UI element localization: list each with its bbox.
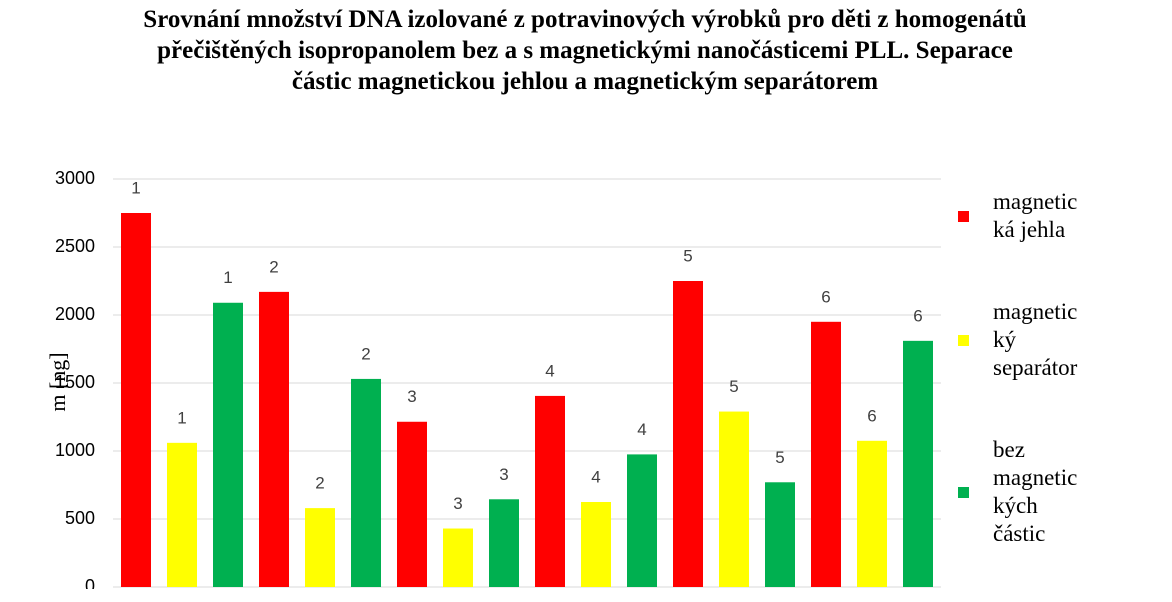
bar xyxy=(121,213,151,587)
data-label: 6 xyxy=(821,287,830,306)
legend-item: magnetický separátor xyxy=(958,298,1158,382)
bar xyxy=(857,440,887,587)
legend: magnetická jehla magnetický separátor bez … xyxy=(958,188,1158,602)
bar xyxy=(765,482,795,587)
data-label: 1 xyxy=(223,268,232,287)
bar xyxy=(443,528,473,587)
y-tick-label: 0 xyxy=(85,576,95,589)
legend-label: magnetická jehla xyxy=(993,189,1078,242)
data-label: 5 xyxy=(683,246,692,265)
data-label: 4 xyxy=(591,467,600,486)
chart-title: Srovnání množství DNA izolované z potrav… xyxy=(143,6,1027,95)
bar xyxy=(351,378,381,587)
y-tick-label: 1000 xyxy=(55,440,95,460)
bar xyxy=(213,302,243,587)
data-label: 2 xyxy=(361,344,370,363)
legend-label: magnetický separátor xyxy=(993,299,1078,380)
data-label: 5 xyxy=(775,448,784,467)
y-tick-label: 2500 xyxy=(55,236,95,256)
legend-swatch xyxy=(958,210,969,222)
bar xyxy=(903,340,933,587)
bar xyxy=(167,442,197,587)
data-label: 3 xyxy=(407,387,416,406)
data-label: 5 xyxy=(729,377,738,396)
bar xyxy=(535,395,565,587)
y-axis-label: m [ng] xyxy=(45,352,70,411)
legend-swatch xyxy=(958,486,969,498)
data-label: 2 xyxy=(269,257,278,276)
bar xyxy=(489,499,519,587)
data-label: 2 xyxy=(315,474,324,493)
page: {"chart_data": {"type": "bar", "title": … xyxy=(45,6,1078,589)
bar xyxy=(581,502,611,587)
bar xyxy=(397,421,427,587)
legend-item: magnetická jehla xyxy=(958,188,1158,244)
data-label: 1 xyxy=(177,408,186,427)
data-label: 1 xyxy=(131,178,140,197)
bar xyxy=(673,281,703,587)
bar xyxy=(259,291,289,587)
chart: m [ng] 0 500 1000 1500 2000 2500 3000 1 1 1 2 2 2 3 3 3… xyxy=(45,168,941,589)
y-tick-label: 1500 xyxy=(55,372,95,392)
data-label: 4 xyxy=(637,420,646,439)
data-label: 6 xyxy=(867,406,876,425)
bar xyxy=(811,321,841,587)
legend-swatch xyxy=(958,334,969,346)
bar xyxy=(719,411,749,587)
legend-item: bez magnetických částic xyxy=(958,436,1158,548)
bar xyxy=(305,508,335,587)
data-label: 3 xyxy=(499,465,508,484)
y-tick-label: 2000 xyxy=(55,304,95,324)
data-label: 6 xyxy=(913,306,922,325)
bar xyxy=(627,454,657,587)
data-label: 3 xyxy=(453,494,462,513)
y-tick-label: 500 xyxy=(65,508,95,528)
y-tick-label: 3000 xyxy=(55,168,95,188)
data-label: 4 xyxy=(545,361,554,380)
legend-label: bez magnetických částic xyxy=(993,437,1078,546)
